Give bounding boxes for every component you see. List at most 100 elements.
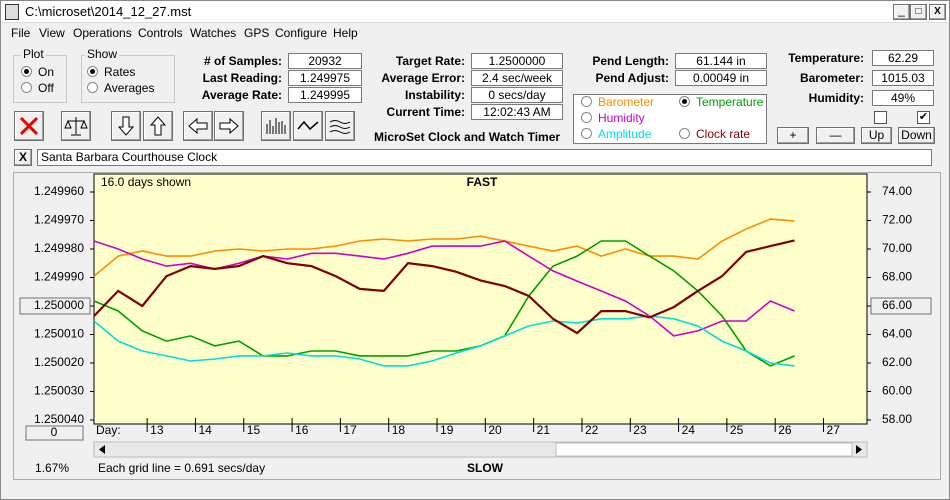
radio-button[interactable] — [679, 128, 690, 139]
legend-label: Clock rate — [696, 127, 751, 141]
legend-item[interactable]: Humidity — [581, 111, 645, 125]
x-tick-label: 16 — [295, 423, 309, 437]
left-button[interactable] — [183, 111, 213, 141]
right-button[interactable] — [214, 111, 244, 141]
button-face — [25, 425, 84, 441]
footnote: Each grid line = 0.691 secs/day — [98, 461, 265, 475]
y-tick-label: 1.249980 — [34, 241, 84, 255]
legend-item[interactable]: Barometer — [581, 95, 654, 109]
series-line — [93, 239, 795, 335]
up-button[interactable] — [143, 111, 173, 141]
close-clock[interactable]: X — [14, 149, 32, 166]
menu-item[interactable]: GPS — [244, 26, 270, 40]
radio-button[interactable] — [21, 66, 32, 77]
field-label: Current Time: — [386, 105, 465, 119]
radio-option[interactable]: Averages — [87, 81, 154, 95]
line-button[interactable] — [293, 111, 323, 141]
percent-label: 1.67% — [35, 461, 69, 475]
legend-item[interactable]: Clock rate — [679, 127, 750, 141]
field-value: 1.249975 — [288, 70, 362, 86]
x-tick-label: 14 — [198, 423, 212, 437]
y-tick-label: 1.250040 — [34, 412, 84, 426]
x-tick-label: 23 — [633, 423, 647, 437]
menu-item[interactable]: Watches — [190, 26, 237, 40]
checkbox[interactable] — [874, 111, 887, 124]
balance-button[interactable] — [61, 111, 91, 141]
radio-button[interactable] — [87, 82, 98, 93]
env-button[interactable]: + — [777, 127, 809, 144]
waves-button[interactable] — [325, 111, 355, 141]
clear-button[interactable] — [14, 111, 44, 141]
group-title: Plot — [21, 47, 46, 61]
icon — [266, 118, 286, 134]
x-tick-label: 17 — [343, 423, 357, 437]
radio-button[interactable] — [581, 128, 592, 139]
y-tick-label: 70.00 — [882, 241, 912, 255]
radio-option[interactable]: Off — [21, 81, 54, 95]
y-tick-label: 64.00 — [882, 327, 912, 341]
env-button[interactable]: Down — [898, 127, 935, 144]
legend-item[interactable]: Temperature — [679, 95, 763, 109]
y-tick-label: 1.250010 — [34, 327, 84, 341]
radio-option[interactable]: Rates — [87, 65, 135, 79]
radio-button[interactable] — [87, 66, 98, 77]
slow-label: SLOW — [467, 461, 504, 475]
down-button[interactable] — [111, 111, 141, 141]
reset-button[interactable]: 0 — [25, 425, 84, 441]
legend-label: Temperature — [696, 95, 764, 109]
clock-name[interactable]: Santa Barbara Courthouse Clock — [37, 149, 932, 166]
legend-label: Humidity — [598, 111, 645, 125]
y-tick-label: 1.250000 — [34, 298, 84, 312]
y-tick-label: 62.00 — [882, 355, 912, 369]
radio-option[interactable]: On — [21, 65, 54, 79]
menu-item[interactable]: File — [11, 26, 31, 40]
field-value: 1015.03 — [872, 70, 934, 86]
y-tick-label: 68.00 — [882, 270, 912, 284]
icon — [64, 117, 88, 136]
icon — [19, 116, 39, 136]
scroll-thumb[interactable] — [555, 442, 853, 457]
menu-item[interactable]: Operations — [73, 26, 132, 40]
radio-button[interactable] — [21, 82, 32, 93]
icon — [219, 117, 239, 135]
field-value: 20932 — [288, 53, 362, 69]
menu-item[interactable]: Configure — [275, 26, 328, 40]
y-tick-label: 60.00 — [882, 384, 912, 398]
menu-item[interactable]: Help — [333, 26, 358, 40]
plot-group — [13, 55, 67, 103]
field-value: 12:02:43 AM — [471, 104, 563, 120]
menu-item[interactable]: View — [39, 26, 65, 40]
bars-button[interactable] — [261, 111, 291, 141]
x-tick-label: 21 — [537, 423, 551, 437]
field-label: Pend Length: — [592, 54, 669, 68]
icon — [117, 116, 135, 136]
show-group — [81, 55, 175, 103]
legend-item[interactable]: Amplitude — [581, 127, 651, 141]
x-tick-label: 25 — [730, 423, 744, 437]
field-label: Last Reading: — [202, 71, 282, 85]
app-title: MicroSet Clock and Watch Timer — [374, 130, 561, 144]
y-tick-label: 1.250030 — [34, 384, 84, 398]
field-value: 0.00049 in — [675, 70, 767, 86]
radio-button[interactable] — [581, 96, 592, 107]
minimize[interactable]: _ — [893, 4, 910, 20]
close-window[interactable]: X — [929, 4, 946, 20]
x-tick-label: 18 — [392, 423, 406, 437]
field-label: Temperature: — [788, 51, 864, 65]
menu-item[interactable]: Controls — [138, 26, 183, 40]
chart: 16.0 days shown FAST SLOW Each grid line = … — [13, 172, 941, 480]
radio-label: Off — [38, 81, 54, 95]
env-button[interactable]: — — [816, 127, 855, 144]
env-button[interactable]: Up — [861, 127, 892, 144]
x-tick-label: 20 — [488, 423, 502, 437]
field-value: 62.29 — [872, 50, 934, 66]
maximize[interactable]: □ — [910, 4, 927, 20]
y-tick-label: 74.00 — [882, 184, 912, 198]
series-line — [93, 315, 795, 367]
radio-button[interactable] — [581, 112, 592, 123]
tick-button — [19, 297, 91, 315]
field-label: Humidity: — [808, 91, 864, 105]
radio-button[interactable] — [679, 96, 690, 107]
app-icon — [5, 4, 19, 20]
checkbox[interactable]: ✔ — [917, 111, 930, 124]
